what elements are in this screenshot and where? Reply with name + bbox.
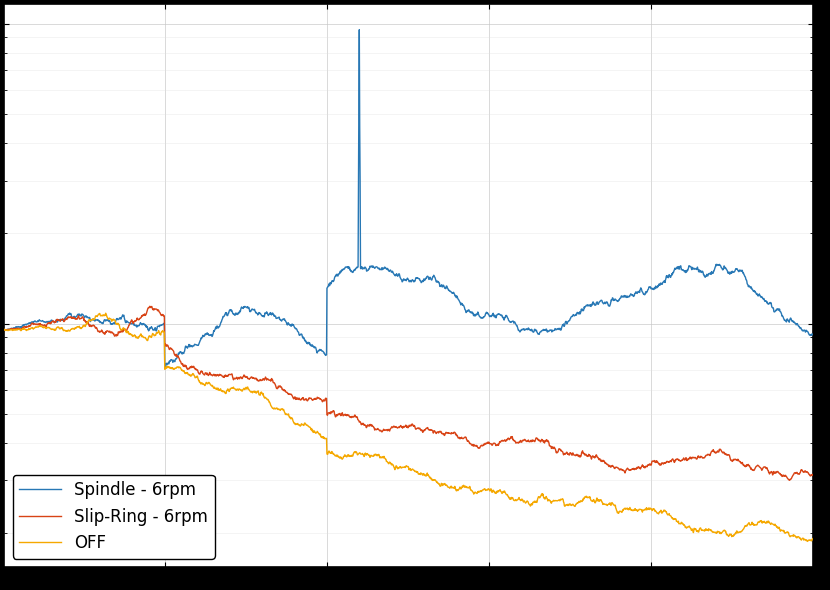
OFF xyxy=(393,465,403,472)
Slip-Ring - 6rpm xyxy=(393,424,403,431)
Spindle - 6rpm xyxy=(784,316,794,323)
Slip-Ring - 6rpm xyxy=(808,471,818,478)
Slip-Ring - 6rpm xyxy=(144,303,154,310)
Line: Spindle - 6rpm: Spindle - 6rpm xyxy=(4,30,813,368)
Slip-Ring - 6rpm xyxy=(784,476,794,483)
Slip-Ring - 6rpm xyxy=(637,464,647,471)
Spindle - 6rpm xyxy=(808,331,818,338)
Legend: Spindle - 6rpm, Slip-Ring - 6rpm, OFF: Spindle - 6rpm, Slip-Ring - 6rpm, OFF xyxy=(12,474,215,559)
Spindle - 6rpm xyxy=(41,319,51,326)
Slip-Ring - 6rpm xyxy=(784,477,794,484)
OFF xyxy=(41,324,51,332)
Slip-Ring - 6rpm xyxy=(371,426,381,433)
Spindle - 6rpm xyxy=(785,316,795,323)
Spindle - 6rpm xyxy=(372,263,382,270)
Slip-Ring - 6rpm xyxy=(41,322,51,329)
OFF xyxy=(784,532,794,539)
OFF xyxy=(371,452,381,459)
Spindle - 6rpm xyxy=(393,272,403,279)
Slip-Ring - 6rpm xyxy=(785,476,795,483)
OFF xyxy=(808,535,818,542)
OFF xyxy=(784,533,794,540)
Spindle - 6rpm xyxy=(637,286,647,293)
Spindle - 6rpm xyxy=(0,326,9,333)
Line: OFF: OFF xyxy=(4,313,813,542)
Slip-Ring - 6rpm xyxy=(0,326,9,333)
Spindle - 6rpm xyxy=(354,26,364,33)
Line: Slip-Ring - 6rpm: Slip-Ring - 6rpm xyxy=(4,306,813,480)
OFF xyxy=(100,310,110,317)
OFF xyxy=(637,506,647,513)
OFF xyxy=(0,326,9,333)
OFF xyxy=(803,538,813,545)
Spindle - 6rpm xyxy=(159,364,169,371)
